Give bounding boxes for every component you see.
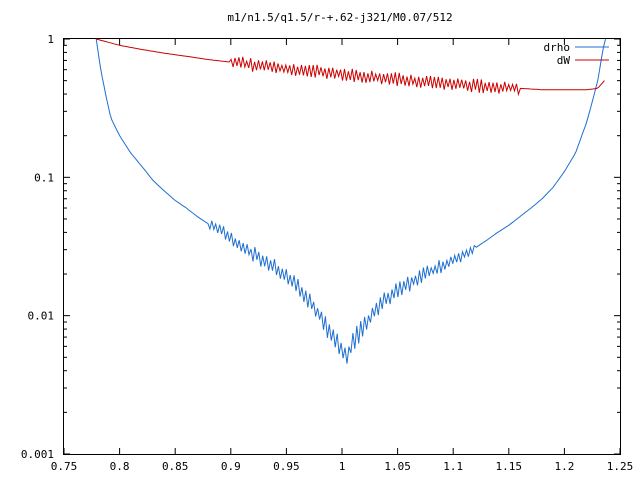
y-tick-label: 0.1 <box>34 171 54 184</box>
x-tick-label: 0.85 <box>162 460 189 473</box>
series-line-dW <box>96 38 605 97</box>
x-tick-label: 0.75 <box>51 460 78 473</box>
legend-label-drho: drho <box>544 41 571 54</box>
x-tick-label: 1.1 <box>443 460 463 473</box>
series-line-drho <box>95 38 606 364</box>
legend-label-dW: dW <box>557 54 571 67</box>
x-tick-label: 0.9 <box>221 460 241 473</box>
x-tick-label: 0.8 <box>110 460 130 473</box>
y-tick-label: 1 <box>47 33 54 46</box>
series-layer <box>95 38 606 364</box>
x-tick-label: 1.2 <box>554 460 574 473</box>
x-tick-label: 1.25 <box>607 460 634 473</box>
x-tick-label: 1.05 <box>384 460 411 473</box>
y-tick-label: 0.01 <box>28 310 55 323</box>
x-tick-label: 1.15 <box>496 460 523 473</box>
x-tick-label: 1 <box>339 460 346 473</box>
axis-ticks: 0.75 0.8 0.85 0.9 0.95 1 1.05 1.1 1.15 1.2 1.25 1 0.… <box>21 33 633 473</box>
plot-frame <box>63 38 621 455</box>
x-tick-label: 0.95 <box>273 460 300 473</box>
chart-title: m1/n1.5/q1.5/r-+.62-j321/M0.07/512 <box>227 11 452 24</box>
y-tick-label: 0.001 <box>21 448 54 461</box>
